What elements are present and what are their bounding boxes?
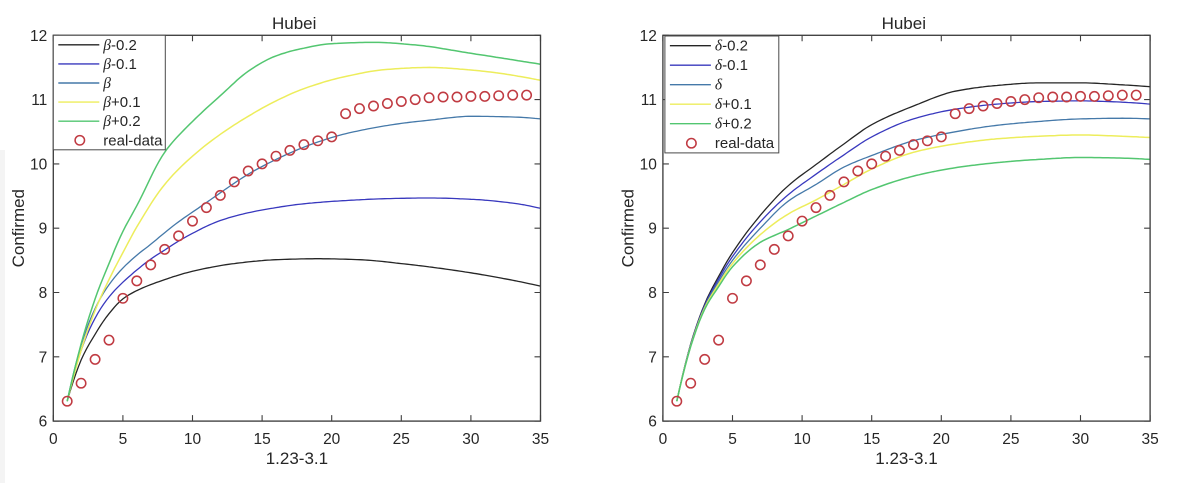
svg-text:10: 10	[793, 431, 811, 448]
svg-text:6: 6	[648, 414, 657, 431]
svg-text:1.23-3.1: 1.23-3.1	[875, 449, 937, 468]
svg-text:5: 5	[728, 431, 737, 448]
svg-text:12: 12	[640, 28, 657, 45]
svg-text:10: 10	[640, 156, 658, 173]
svg-text:11: 11	[31, 92, 47, 109]
svg-text:8: 8	[39, 285, 48, 302]
svg-text:7: 7	[39, 349, 48, 366]
svg-text:9: 9	[39, 221, 48, 238]
svg-text:20: 20	[933, 431, 951, 448]
svg-text:7: 7	[648, 349, 657, 366]
svg-text:δ: δ	[715, 77, 723, 94]
svg-text:20: 20	[323, 431, 341, 448]
svg-text:δ+0.2: δ+0.2	[715, 116, 752, 133]
svg-text:β-0.1: β-0.1	[102, 56, 137, 73]
svg-text:9: 9	[648, 221, 657, 238]
svg-text:6: 6	[39, 414, 48, 431]
svg-text:Hubei: Hubei	[272, 14, 316, 33]
svg-text:δ-0.2: δ-0.2	[715, 38, 748, 55]
svg-text:5: 5	[119, 431, 128, 448]
svg-text:Confirmed: Confirmed	[9, 189, 28, 267]
svg-text:30: 30	[1072, 431, 1090, 448]
svg-text:15: 15	[253, 431, 270, 448]
svg-text:0: 0	[49, 431, 58, 448]
svg-text:β-0.2: β-0.2	[102, 37, 137, 54]
svg-text:Hubei: Hubei	[882, 14, 926, 33]
svg-text:30: 30	[462, 431, 480, 448]
svg-text:β: β	[102, 75, 111, 92]
svg-text:Confirmed: Confirmed	[619, 189, 638, 267]
svg-text:12: 12	[30, 28, 47, 45]
svg-text:35: 35	[1141, 431, 1158, 448]
svg-text:11: 11	[641, 92, 657, 109]
svg-text:25: 25	[393, 431, 410, 448]
svg-text:25: 25	[1002, 431, 1019, 448]
svg-text:β+0.2: β+0.2	[102, 113, 140, 130]
svg-text:0: 0	[659, 431, 668, 448]
svg-text:15: 15	[863, 431, 880, 448]
svg-text:10: 10	[30, 156, 48, 173]
svg-text:δ-0.1: δ-0.1	[715, 57, 748, 74]
svg-text:1.23-3.1: 1.23-3.1	[266, 449, 328, 468]
svg-text:δ+0.1: δ+0.1	[715, 96, 752, 113]
svg-text:real-data: real-data	[715, 135, 775, 152]
svg-text:real-data: real-data	[103, 132, 163, 149]
svg-text:10: 10	[184, 431, 202, 448]
svg-text:35: 35	[532, 431, 549, 448]
svg-text:8: 8	[648, 285, 657, 302]
svg-text:β+0.1: β+0.1	[102, 94, 140, 111]
